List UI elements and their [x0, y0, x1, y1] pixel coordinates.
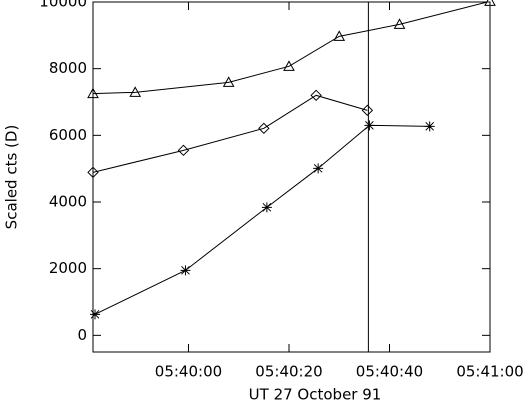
marker: [283, 60, 295, 71]
series-line: [93, 2, 490, 95]
marker: [364, 120, 375, 131]
marker: [333, 30, 346, 41]
marker: [393, 18, 406, 29]
series-line: [93, 94, 368, 173]
marker: [180, 265, 191, 276]
marker: [258, 122, 270, 135]
y-tick-label: 2000: [49, 259, 87, 277]
x-tick-label: 05:40:20: [255, 363, 322, 381]
plot-frame: [92, 1, 491, 353]
x-tick-label: 05:40:00: [155, 363, 222, 381]
marker: [484, 0, 496, 6]
x-axis-title: UT 27 October 91: [249, 386, 382, 403]
marker: [87, 166, 99, 179]
marker: [129, 86, 142, 97]
y-tick-label: 0: [77, 326, 87, 344]
y-axis-title: Scaled cts (D): [3, 125, 21, 230]
x-tick-label: 05:41:00: [456, 363, 523, 381]
marker: [261, 202, 272, 213]
y-tick-label: 6000: [49, 126, 87, 144]
marker: [87, 87, 99, 99]
y-tick-label: 4000: [49, 193, 87, 211]
marker: [222, 76, 235, 87]
marker: [177, 144, 190, 157]
marker: [90, 309, 101, 320]
y-tick-label: 8000: [49, 59, 87, 77]
marker: [313, 163, 324, 174]
marker: [424, 121, 435, 132]
x-tick-label: 05:40:40: [356, 363, 423, 381]
series-line: [94, 124, 430, 315]
y-tick-label: 10000: [39, 0, 87, 11]
marker: [310, 89, 322, 102]
marker: [361, 104, 374, 117]
